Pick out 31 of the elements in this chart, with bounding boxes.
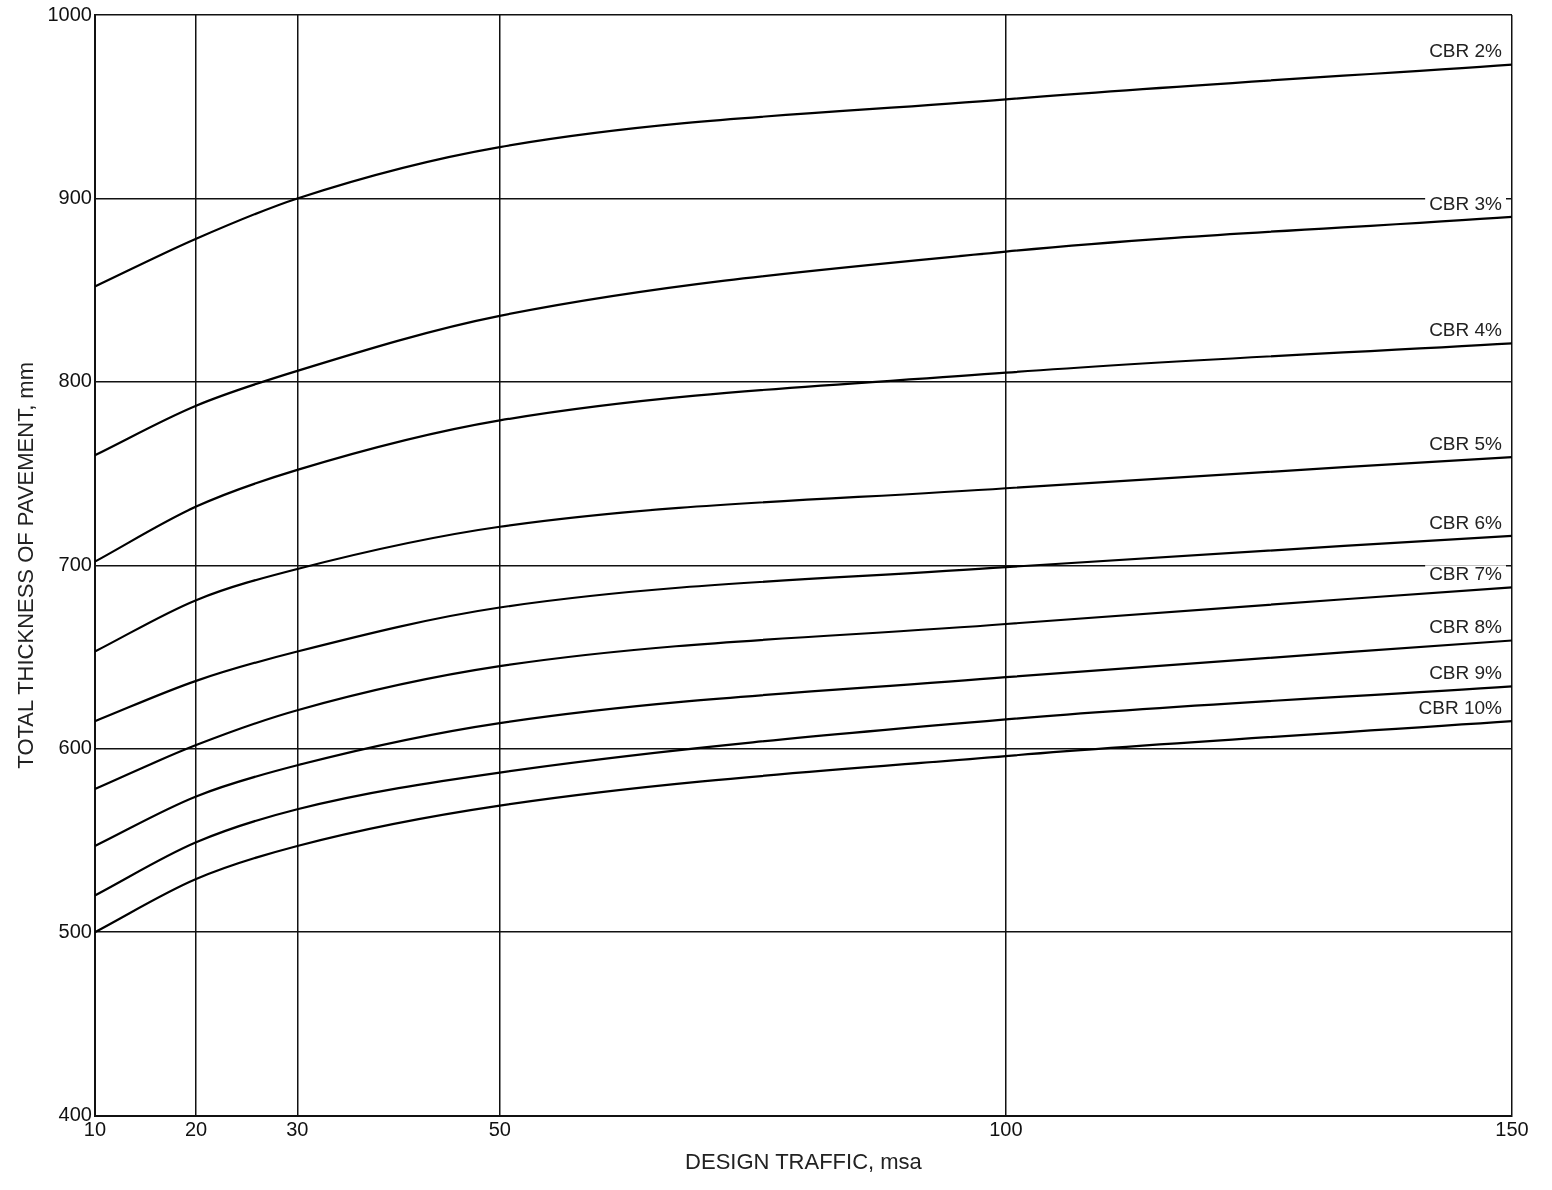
line-series <box>94 639 1512 848</box>
series-label: CBR 4% <box>1429 319 1503 341</box>
series-label: CBR 5% <box>1429 432 1503 454</box>
y-tick-label: 900 <box>58 185 92 208</box>
series-label: CBR 8% <box>1429 616 1503 638</box>
x-tick-label: 100 <box>989 1118 1023 1141</box>
x-tick-label: 20 <box>184 1118 208 1141</box>
x-tick-label: 50 <box>488 1118 511 1141</box>
series-label: CBR 3% <box>1429 192 1503 214</box>
line-series <box>94 720 1512 934</box>
series-label: CBR 10% <box>1418 696 1503 718</box>
line-series <box>94 63 1512 288</box>
line-series <box>94 685 1512 897</box>
y-tick-label: 700 <box>58 552 92 575</box>
x-tick-label: 150 <box>1495 1118 1529 1141</box>
series-label: CBR 2% <box>1429 40 1503 62</box>
y-tick-label: 800 <box>58 369 92 392</box>
series-label: CBR 7% <box>1429 563 1503 585</box>
series-label: CBR 6% <box>1429 511 1503 533</box>
y-tick-label: 1000 <box>47 2 92 25</box>
x-tick-label: 30 <box>286 1118 309 1141</box>
y-tick-label: 500 <box>58 919 92 942</box>
x-axis-title: DESIGN TRAFFIC, msa <box>685 1148 923 1174</box>
line-series <box>94 534 1512 723</box>
y-axis-title: TOTAL THICKNESS OF PAVEMENT, mm <box>13 361 39 769</box>
y-tick-label: 600 <box>58 736 92 759</box>
line-series <box>94 455 1512 653</box>
line-series <box>94 586 1512 791</box>
line-series <box>94 342 1512 563</box>
series-label: CBR 9% <box>1429 662 1503 684</box>
line-series <box>94 215 1512 457</box>
